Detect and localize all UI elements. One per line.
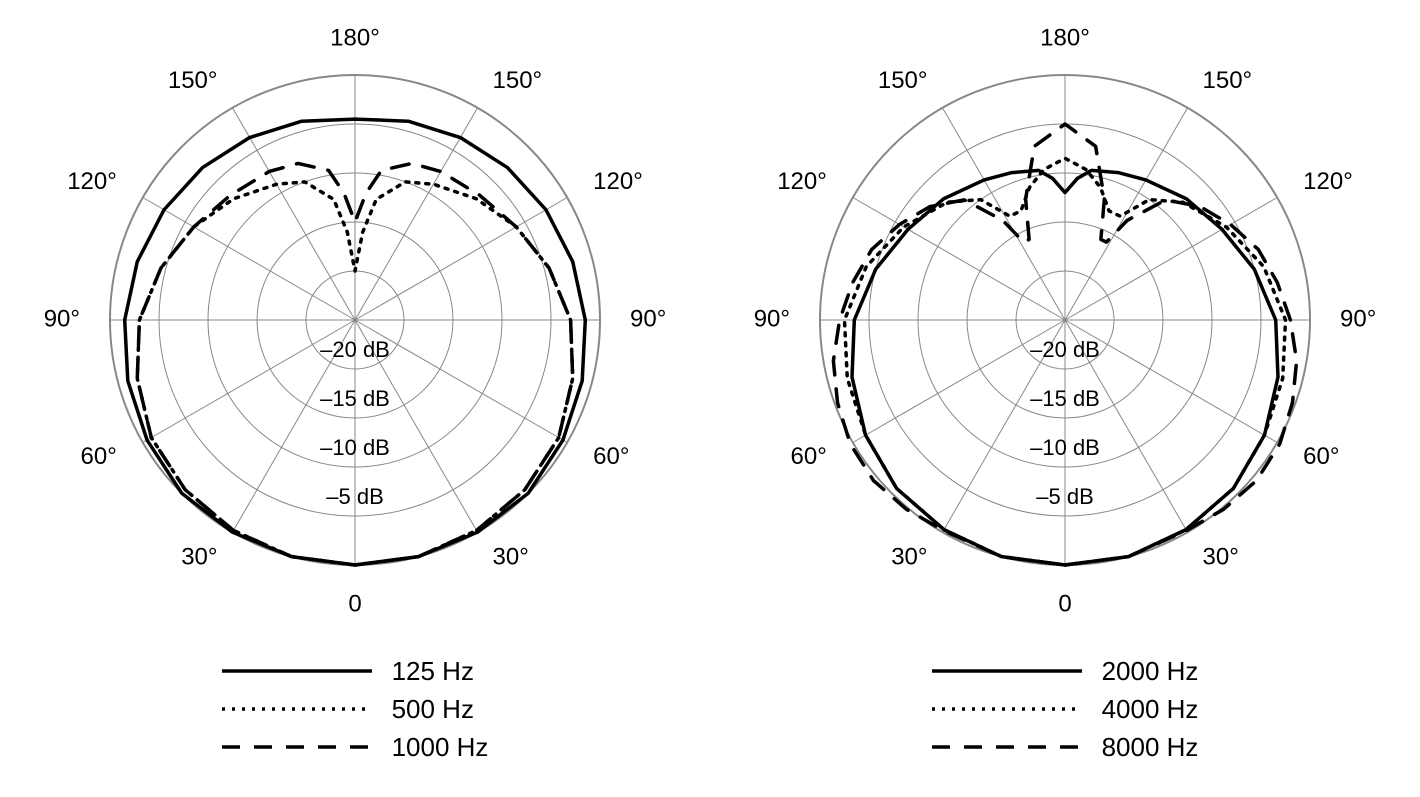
legend-swatch bbox=[222, 737, 372, 757]
grid-spoke bbox=[233, 108, 356, 320]
angle-label: 120° bbox=[777, 168, 827, 195]
angle-label: 30° bbox=[1203, 544, 1239, 571]
legend-swatch bbox=[222, 661, 372, 681]
legend-left: 125 Hz 500 Hz 1000 Hz bbox=[222, 650, 489, 768]
angle-label: 120° bbox=[1303, 168, 1353, 195]
angle-label: 90° bbox=[44, 305, 80, 332]
legend-swatch bbox=[932, 737, 1082, 757]
db-ring-label: –20 dB bbox=[320, 337, 390, 362]
db-ring-label: –5 dB bbox=[326, 484, 384, 509]
angle-label: 0 bbox=[348, 590, 361, 617]
grid-spoke bbox=[355, 198, 567, 321]
angle-label: 120° bbox=[67, 168, 117, 195]
legend-row: 500 Hz bbox=[222, 692, 489, 726]
polar-charts-container: 0 30° 60° 90° 120° 150° 180° 150° 120° 90° 60° 30° –… bbox=[0, 0, 1420, 768]
angle-label: 90° bbox=[754, 305, 790, 332]
legend-row: 4000 Hz bbox=[932, 692, 1199, 726]
angle-label: 30° bbox=[181, 544, 217, 571]
db-ring-label: –15 dB bbox=[1030, 386, 1100, 411]
angle-label: 0 bbox=[1058, 590, 1071, 617]
chart-block-right: 0 30° 60° 90° 120° 150° 180° 150° 120° 90° 60° 30° –… bbox=[735, 20, 1395, 768]
legend-label: 4000 Hz bbox=[1102, 694, 1199, 725]
db-ring-label: –5 dB bbox=[1036, 484, 1094, 509]
legend-row: 2000 Hz bbox=[932, 654, 1199, 688]
chart-block-left: 0 30° 60° 90° 120° 150° 180° 150° 120° 90° 60° 30° –… bbox=[25, 20, 685, 768]
angle-label: 60° bbox=[1303, 443, 1339, 470]
db-ring-label: –15 dB bbox=[320, 386, 390, 411]
angle-label: 60° bbox=[81, 443, 117, 470]
angle-label: 30° bbox=[493, 544, 529, 571]
angle-label: 90° bbox=[630, 305, 666, 332]
legend-label: 1000 Hz bbox=[392, 732, 489, 763]
legend-label: 125 Hz bbox=[392, 656, 474, 687]
angle-label: 180° bbox=[330, 24, 380, 51]
legend-label: 2000 Hz bbox=[1102, 656, 1199, 687]
legend-swatch bbox=[932, 661, 1082, 681]
legend-row: 8000 Hz bbox=[932, 730, 1199, 764]
angle-label: 60° bbox=[791, 443, 827, 470]
db-ring-label: –10 dB bbox=[1030, 435, 1100, 460]
grid-spoke bbox=[355, 108, 478, 320]
legend-row: 125 Hz bbox=[222, 654, 489, 688]
angle-label: 150° bbox=[1203, 67, 1253, 94]
db-ring-label: –10 dB bbox=[320, 435, 390, 460]
angle-label: 180° bbox=[1040, 24, 1090, 51]
legend-row: 1000 Hz bbox=[222, 730, 489, 764]
polar-chart-left: 0 30° 60° 90° 120° 150° 180° 150° 120° 90° 60° 30° –… bbox=[25, 20, 685, 620]
angle-label: 60° bbox=[593, 443, 629, 470]
grid-spoke bbox=[143, 198, 355, 321]
legend-swatch bbox=[932, 699, 1082, 719]
angle-label: 150° bbox=[493, 67, 543, 94]
legend-label: 500 Hz bbox=[392, 694, 474, 725]
legend-swatch bbox=[222, 699, 372, 719]
angle-label: 30° bbox=[891, 544, 927, 571]
angle-label: 150° bbox=[878, 67, 928, 94]
legend-label: 8000 Hz bbox=[1102, 732, 1199, 763]
angle-label: 150° bbox=[168, 67, 218, 94]
legend-right: 2000 Hz 4000 Hz 8000 Hz bbox=[932, 650, 1199, 768]
angle-label: 120° bbox=[593, 168, 643, 195]
polar-chart-right: 0 30° 60° 90° 120° 150° 180° 150° 120° 90° 60° 30° –… bbox=[735, 20, 1395, 620]
db-ring-label: –20 dB bbox=[1030, 337, 1100, 362]
angle-label: 90° bbox=[1340, 305, 1376, 332]
